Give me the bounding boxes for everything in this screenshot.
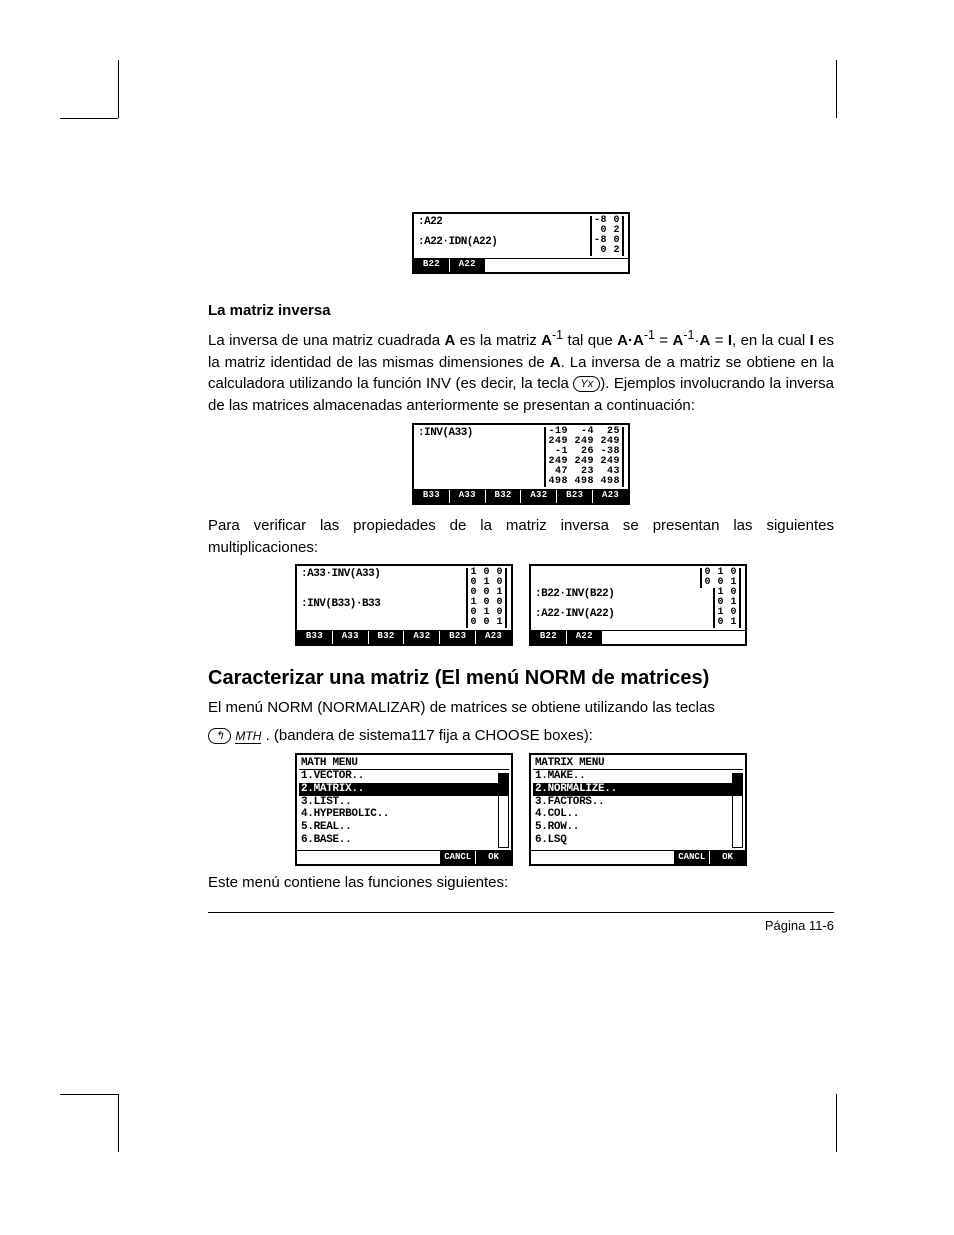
- text: es la matriz: [455, 332, 541, 349]
- text: , en la cual: [732, 332, 810, 349]
- paragraph-verify: Para verificar las propiedades de la mat…: [208, 515, 834, 559]
- text: La inversa de una matriz cuadrada: [208, 332, 444, 349]
- symbol-a: A: [444, 332, 455, 349]
- symbol-a: A: [550, 354, 561, 371]
- paragraph-caract-3: Este menú contiene las funciones siguien…: [208, 872, 834, 894]
- crop-mark: [836, 60, 837, 118]
- calc-screen-mult-right: 0 1 00 0 1:B22·INV(B22)1 00 1:A22·INV(A2…: [529, 564, 747, 646]
- menu-matrix: MATRIX MENU1.MAKE..2.NORMALIZE..3.FACTOR…: [529, 753, 747, 866]
- expr: A: [673, 332, 684, 349]
- paragraph-caract-1: El menú NORM (NORMALIZAR) de matrices se…: [208, 697, 834, 719]
- calc-screen-inv-a33: :INV(A33)-19 -4 25249 249 249 -1 26 -382…: [412, 423, 630, 505]
- text: tal que: [563, 332, 617, 349]
- calc-screen-mult-left: :A33·INV(A33)1 0 00 1 00 0 1:INV(B33)·B3…: [295, 564, 513, 646]
- paragraph-inversa: La inversa de una matriz cuadrada A es l…: [208, 326, 834, 417]
- text: =: [710, 332, 728, 349]
- text: =: [655, 332, 673, 349]
- page-number: Página 11-6: [208, 917, 834, 936]
- paragraph-caract-keys: ↰ MTH . (bandera de sistema117 fija a CH…: [208, 725, 834, 747]
- crop-mark: [118, 60, 119, 118]
- key-left-shift: ↰: [208, 728, 231, 744]
- crop-mark: [60, 118, 118, 119]
- footer-rule: [208, 912, 834, 913]
- text: . (bandera de sistema117 fija a CHOOSE b…: [266, 727, 593, 744]
- symbol-a-inv: A: [541, 332, 552, 349]
- menu-math: MATH MENU1.VECTOR..2.MATRIX..3.LIST..4.H…: [295, 753, 513, 866]
- crop-mark: [60, 1094, 118, 1095]
- key-yx: Yx: [573, 376, 600, 392]
- heading-la-matriz-inversa: La matriz inversa: [208, 300, 834, 322]
- expr: A·A: [617, 332, 644, 349]
- key-mth: MTH: [235, 729, 261, 744]
- calc-screen-a22: :A22-8 0 0 2:A22·IDN(A22)-8 0 0 2B22A22: [412, 212, 630, 274]
- heading-caracterizar: Caracterizar una matriz (El menú NORM de…: [208, 664, 834, 693]
- crop-mark: [118, 1094, 119, 1152]
- crop-mark: [836, 1094, 837, 1152]
